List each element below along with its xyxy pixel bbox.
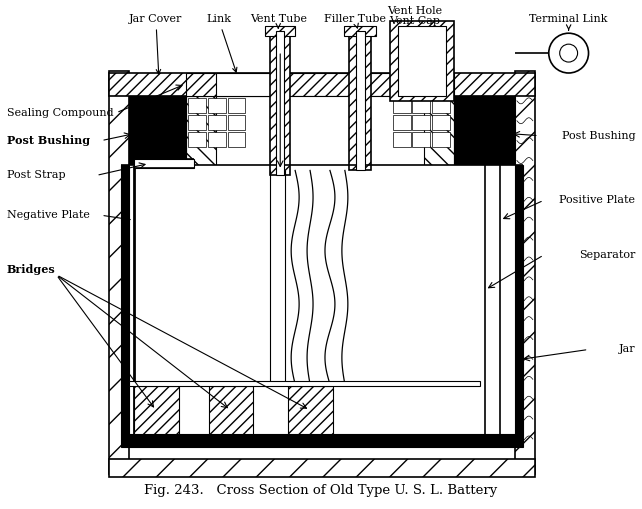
Bar xyxy=(276,31,284,176)
Text: Jar Cover: Jar Cover xyxy=(129,14,182,74)
Bar xyxy=(344,26,376,36)
Text: Vent Cap: Vent Cap xyxy=(389,16,440,26)
Bar xyxy=(433,115,450,130)
Bar xyxy=(390,21,455,101)
Bar xyxy=(413,132,430,147)
Text: Vent Tube: Vent Tube xyxy=(250,14,307,28)
Bar xyxy=(288,386,333,434)
Bar xyxy=(393,115,410,130)
Text: Sealing Compound: Sealing Compound xyxy=(6,108,114,118)
Bar xyxy=(515,165,523,434)
Text: Separator: Separator xyxy=(579,250,636,260)
Bar xyxy=(227,132,245,147)
Bar xyxy=(227,115,245,130)
Text: Bridges: Bridges xyxy=(6,264,55,275)
Bar xyxy=(227,98,245,113)
Bar xyxy=(129,381,480,386)
Bar xyxy=(187,115,205,130)
Bar xyxy=(433,98,450,113)
Bar xyxy=(216,73,278,96)
Text: Fig. 243.   Cross Section of Old Type U. S. L. Battery: Fig. 243. Cross Section of Old Type U. S… xyxy=(144,484,498,497)
Bar xyxy=(207,115,225,130)
Text: Post Bushing: Post Bushing xyxy=(562,131,636,140)
Bar xyxy=(270,31,290,176)
Bar xyxy=(515,71,535,474)
Bar xyxy=(121,434,523,447)
Text: Link: Link xyxy=(206,14,237,72)
Text: Negative Plate: Negative Plate xyxy=(6,210,90,220)
Bar xyxy=(393,132,410,147)
Bar xyxy=(134,158,194,168)
Text: Vent Hole: Vent Hole xyxy=(387,6,442,16)
Bar xyxy=(186,96,455,165)
Bar xyxy=(207,132,225,147)
Bar xyxy=(121,165,129,434)
Bar xyxy=(207,98,225,113)
Circle shape xyxy=(549,33,589,73)
Bar xyxy=(186,73,455,96)
Bar xyxy=(265,26,295,36)
Bar xyxy=(349,31,370,171)
Bar xyxy=(455,96,515,173)
Bar xyxy=(187,98,205,113)
Bar xyxy=(109,459,535,477)
Bar xyxy=(109,71,129,474)
Bar xyxy=(413,98,430,113)
Bar xyxy=(393,98,410,113)
Bar xyxy=(187,132,205,147)
Bar xyxy=(134,386,178,434)
Bar xyxy=(397,26,446,96)
Text: Terminal Link: Terminal Link xyxy=(530,14,608,30)
Bar xyxy=(109,73,535,96)
Text: Filler Tube: Filler Tube xyxy=(324,14,386,28)
Text: Jar: Jar xyxy=(619,345,636,354)
Bar xyxy=(433,132,450,147)
Bar xyxy=(356,31,365,171)
Text: Positive Plate: Positive Plate xyxy=(559,195,636,205)
Bar xyxy=(129,96,186,173)
Text: Post Bushing: Post Bushing xyxy=(6,135,90,146)
Bar xyxy=(216,96,424,165)
Bar xyxy=(413,115,430,130)
Bar xyxy=(129,165,515,434)
Text: Post Strap: Post Strap xyxy=(6,171,65,180)
Circle shape xyxy=(560,44,578,62)
Bar xyxy=(209,386,254,434)
